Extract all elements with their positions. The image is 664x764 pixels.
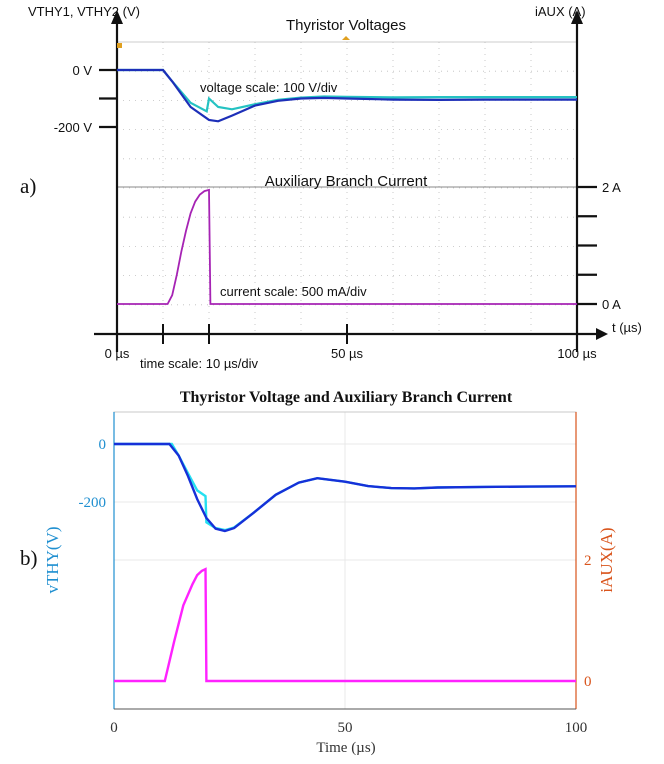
trigger-marker-icon [117, 43, 122, 48]
panel-a-left-axis-title: VTHY1, VTHY2 (V) [28, 4, 140, 19]
panel-b-title: Thyristor Voltage and Auxiliary Branch C… [180, 389, 513, 406]
panel-a-time-axis-arrow [596, 328, 608, 340]
panel-b-right-tick-label: 0 [584, 674, 592, 690]
panel-a-left-tick-label: -200 V [54, 120, 93, 135]
panel-a-right-axis-title: iAUX (A) [535, 4, 586, 19]
panel-a-tick-labels: 0 µs 50 µs 100 µs 0 V -200 V 2 A 0 A [54, 63, 621, 361]
panel-b-grid [114, 412, 576, 709]
panel-a-voltage-title: Thyristor Voltages [286, 17, 406, 34]
panel-b-x-tick-label: 50 [338, 720, 353, 736]
panel-a-x-tick-label: 0 µs [105, 346, 130, 361]
current-scale-note: current scale: 500 mA/div [220, 284, 367, 299]
panel-b-tick-labels: 0 50 100 0 -200 2 0 [79, 437, 592, 736]
panel-a-right-tick-label: 0 A [602, 297, 621, 312]
panel-b-label: b) [20, 546, 38, 570]
panel-a-grid [117, 42, 577, 334]
panel-b-left-tick-label: -200 [79, 495, 107, 511]
panel-b-left-axis-label: vTHY(V) [43, 526, 62, 593]
panel-a-current-trace [117, 188, 577, 305]
panel-a-left-axis-arrow [111, 10, 123, 24]
panel-b-x-tick-label: 100 [565, 720, 588, 736]
panel-b: Thyristor Voltage and Auxiliary Branch C… [20, 389, 616, 756]
panel-a-time-axis-label: t (µs) [612, 320, 642, 335]
panel-a-label: a) [20, 174, 36, 198]
panel-b-left-tick-label: 0 [99, 437, 107, 453]
panel-a-voltage-trace-cyan [117, 68, 577, 113]
panel-b-current-trace [114, 567, 576, 683]
panel-a-right-axis-arrow [571, 10, 583, 24]
panel-b-right-axis-label: iAUX(A) [597, 527, 616, 592]
panel-a-x-tick-label: 50 µs [331, 346, 364, 361]
panel-b-right-tick-label: 2 [584, 553, 592, 569]
time-scale-note: time scale: 10 µs/div [140, 356, 259, 371]
panel-a-voltage-trace-blue [117, 68, 577, 123]
time-position-marker-icon [342, 36, 350, 40]
voltage-scale-note: voltage scale: 100 V/div [200, 80, 338, 95]
panel-a-left-tick-label: 0 V [72, 63, 92, 78]
panel-a-ticks [99, 68, 597, 344]
panel-a-current-title: Auxiliary Branch Current [265, 173, 428, 190]
panel-a-right-tick-label: 2 A [602, 180, 621, 195]
panel-b-x-axis-label: Time (µs) [316, 740, 375, 756]
panel-b-voltage-trace-blue [114, 442, 577, 533]
panel-b-x-tick-label: 0 [110, 720, 118, 736]
panel-a-x-tick-label: 100 µs [557, 346, 597, 361]
panel-a: VTHY1, VTHY2 (V) iAUX (A) Thyristor Volt… [20, 4, 642, 371]
